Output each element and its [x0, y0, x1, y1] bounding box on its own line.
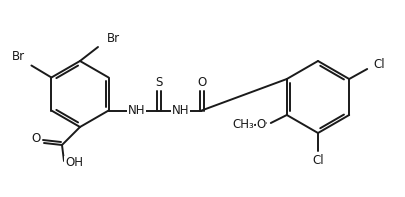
Text: Cl: Cl: [373, 58, 384, 71]
Text: NH: NH: [171, 104, 189, 117]
Text: CH₃: CH₃: [231, 119, 253, 132]
Text: O: O: [256, 119, 265, 132]
Text: Br: Br: [12, 50, 25, 63]
Text: O: O: [196, 76, 206, 89]
Text: O: O: [31, 132, 40, 145]
Text: Cl: Cl: [311, 153, 323, 166]
Text: OH: OH: [65, 156, 83, 169]
Text: NH: NH: [128, 104, 145, 117]
Text: S: S: [155, 76, 162, 89]
Text: Br: Br: [106, 32, 119, 45]
